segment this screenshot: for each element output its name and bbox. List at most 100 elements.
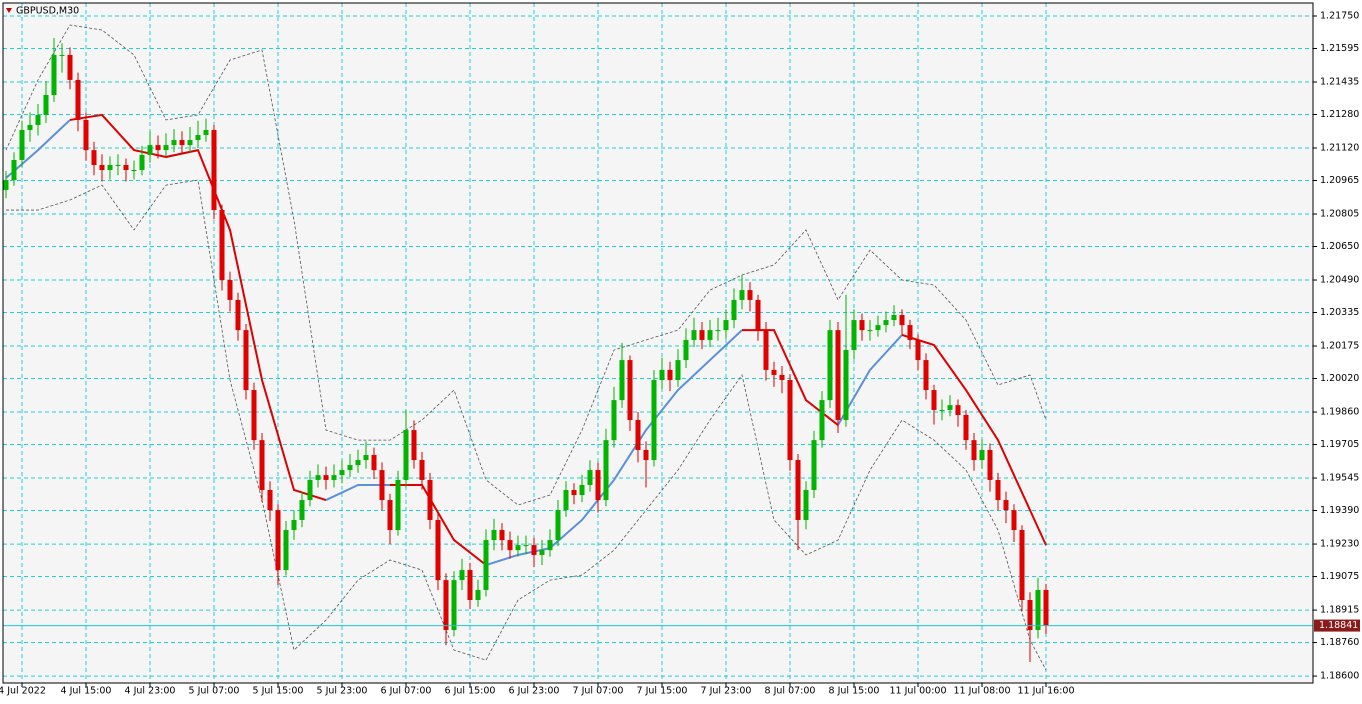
candle-body xyxy=(835,330,841,421)
candle-body xyxy=(275,510,281,571)
candle-body xyxy=(387,500,393,531)
candle-body xyxy=(267,490,273,511)
candle-body xyxy=(1035,589,1041,630)
candle-body xyxy=(675,360,681,380)
indicator-line xyxy=(485,329,743,566)
x-tick-label: 8 Jul 15:00 xyxy=(829,686,880,697)
candle-body xyxy=(59,54,65,56)
candle-body xyxy=(307,479,313,501)
candle-body xyxy=(195,135,201,141)
candle-body xyxy=(507,540,513,551)
y-tick-label: 1.18915 xyxy=(1320,605,1359,616)
y-tick-label: 1.18600 xyxy=(1320,671,1359,682)
candle-body xyxy=(11,159,17,181)
candle-body xyxy=(243,330,249,391)
candle-body xyxy=(883,320,889,326)
title-marker xyxy=(6,8,12,13)
candle-body xyxy=(947,405,953,410)
indicator-line xyxy=(837,334,903,426)
candle-body xyxy=(339,470,345,476)
candle-body xyxy=(211,129,217,211)
indicator-line xyxy=(5,119,71,179)
x-tick-label: 5 Jul 15:00 xyxy=(253,686,304,697)
candle-body xyxy=(115,164,121,166)
candle-body xyxy=(811,440,817,491)
candle-body xyxy=(899,315,905,326)
chart-title: GBPUSD,M30 xyxy=(16,6,79,17)
y-tick-label: 1.21120 xyxy=(1320,143,1359,154)
candle-body xyxy=(827,330,833,401)
x-tick-label: 5 Jul 23:00 xyxy=(317,686,368,697)
candle-body xyxy=(171,140,177,146)
candle-body xyxy=(955,405,961,415)
x-tick-label: 11 Jul 16:00 xyxy=(1018,686,1075,697)
y-tick-label: 1.21280 xyxy=(1320,109,1359,120)
candle-body xyxy=(963,414,969,441)
candle-body xyxy=(83,119,89,151)
candle-body xyxy=(435,519,441,581)
candle-body xyxy=(755,299,761,331)
candle-body xyxy=(123,164,129,171)
candle-body xyxy=(67,54,73,80)
candle-body xyxy=(91,150,97,165)
candle-body xyxy=(347,465,353,471)
candle-body xyxy=(611,400,617,441)
candle-body xyxy=(531,545,537,555)
candle-body xyxy=(643,449,649,461)
x-tick-label: 11 Jul 08:00 xyxy=(954,686,1011,697)
candle-body xyxy=(579,484,585,496)
candle-body xyxy=(603,440,609,501)
candle-body xyxy=(75,79,81,120)
candle-body xyxy=(859,320,865,331)
candle-body xyxy=(555,510,561,541)
candle-body xyxy=(779,374,785,380)
candle-body xyxy=(155,145,161,151)
candle-body xyxy=(987,449,993,480)
y-tick-label: 1.20965 xyxy=(1320,175,1359,186)
candle-body xyxy=(475,589,481,601)
candle-body xyxy=(283,530,289,571)
candle-body xyxy=(843,350,849,421)
y-tick-label: 1.21435 xyxy=(1320,77,1359,88)
candle-body xyxy=(459,570,465,581)
indicator-line xyxy=(69,113,327,502)
candle-body xyxy=(939,409,945,411)
candle-body xyxy=(763,330,769,370)
candle-body xyxy=(99,164,105,171)
y-tick-label: 1.18760 xyxy=(1320,637,1359,648)
x-tick-label: 5 Jul 07:00 xyxy=(189,686,240,697)
candle-body xyxy=(139,154,145,171)
candle-body xyxy=(251,390,257,441)
y-tick-label: 1.19390 xyxy=(1320,505,1359,516)
candle-body xyxy=(379,470,385,501)
candle-body xyxy=(587,470,593,485)
x-tick-label: 11 Jul 00:00 xyxy=(890,686,947,697)
candle-body xyxy=(523,545,529,547)
candle-body xyxy=(451,580,457,630)
candle-body xyxy=(771,369,777,375)
marks xyxy=(3,24,1313,671)
candle-body xyxy=(635,420,641,450)
y-tick-label: 1.19545 xyxy=(1320,473,1359,484)
candle-body xyxy=(1019,530,1025,601)
candle-body xyxy=(363,455,369,461)
candle-body xyxy=(931,390,937,410)
indicator-line xyxy=(901,333,1047,546)
candle-body xyxy=(403,430,409,480)
candle-body xyxy=(3,180,9,190)
candle-body xyxy=(683,339,689,361)
x-tick-label: 4 Jul 15:00 xyxy=(61,686,112,697)
x-tick-label: 6 Jul 23:00 xyxy=(509,686,560,697)
y-tick-label: 1.20020 xyxy=(1320,373,1359,384)
candle-body xyxy=(299,500,305,520)
candle-body xyxy=(355,460,361,466)
x-tick-label: 4 Jul 2022 xyxy=(0,686,46,697)
candle-body xyxy=(371,455,377,471)
candle-body xyxy=(539,550,545,555)
candle-body xyxy=(571,490,577,496)
candle-body xyxy=(227,280,233,300)
y-tick-label: 1.20175 xyxy=(1320,341,1359,352)
plot-background xyxy=(3,3,1313,683)
candle-body xyxy=(19,129,25,160)
